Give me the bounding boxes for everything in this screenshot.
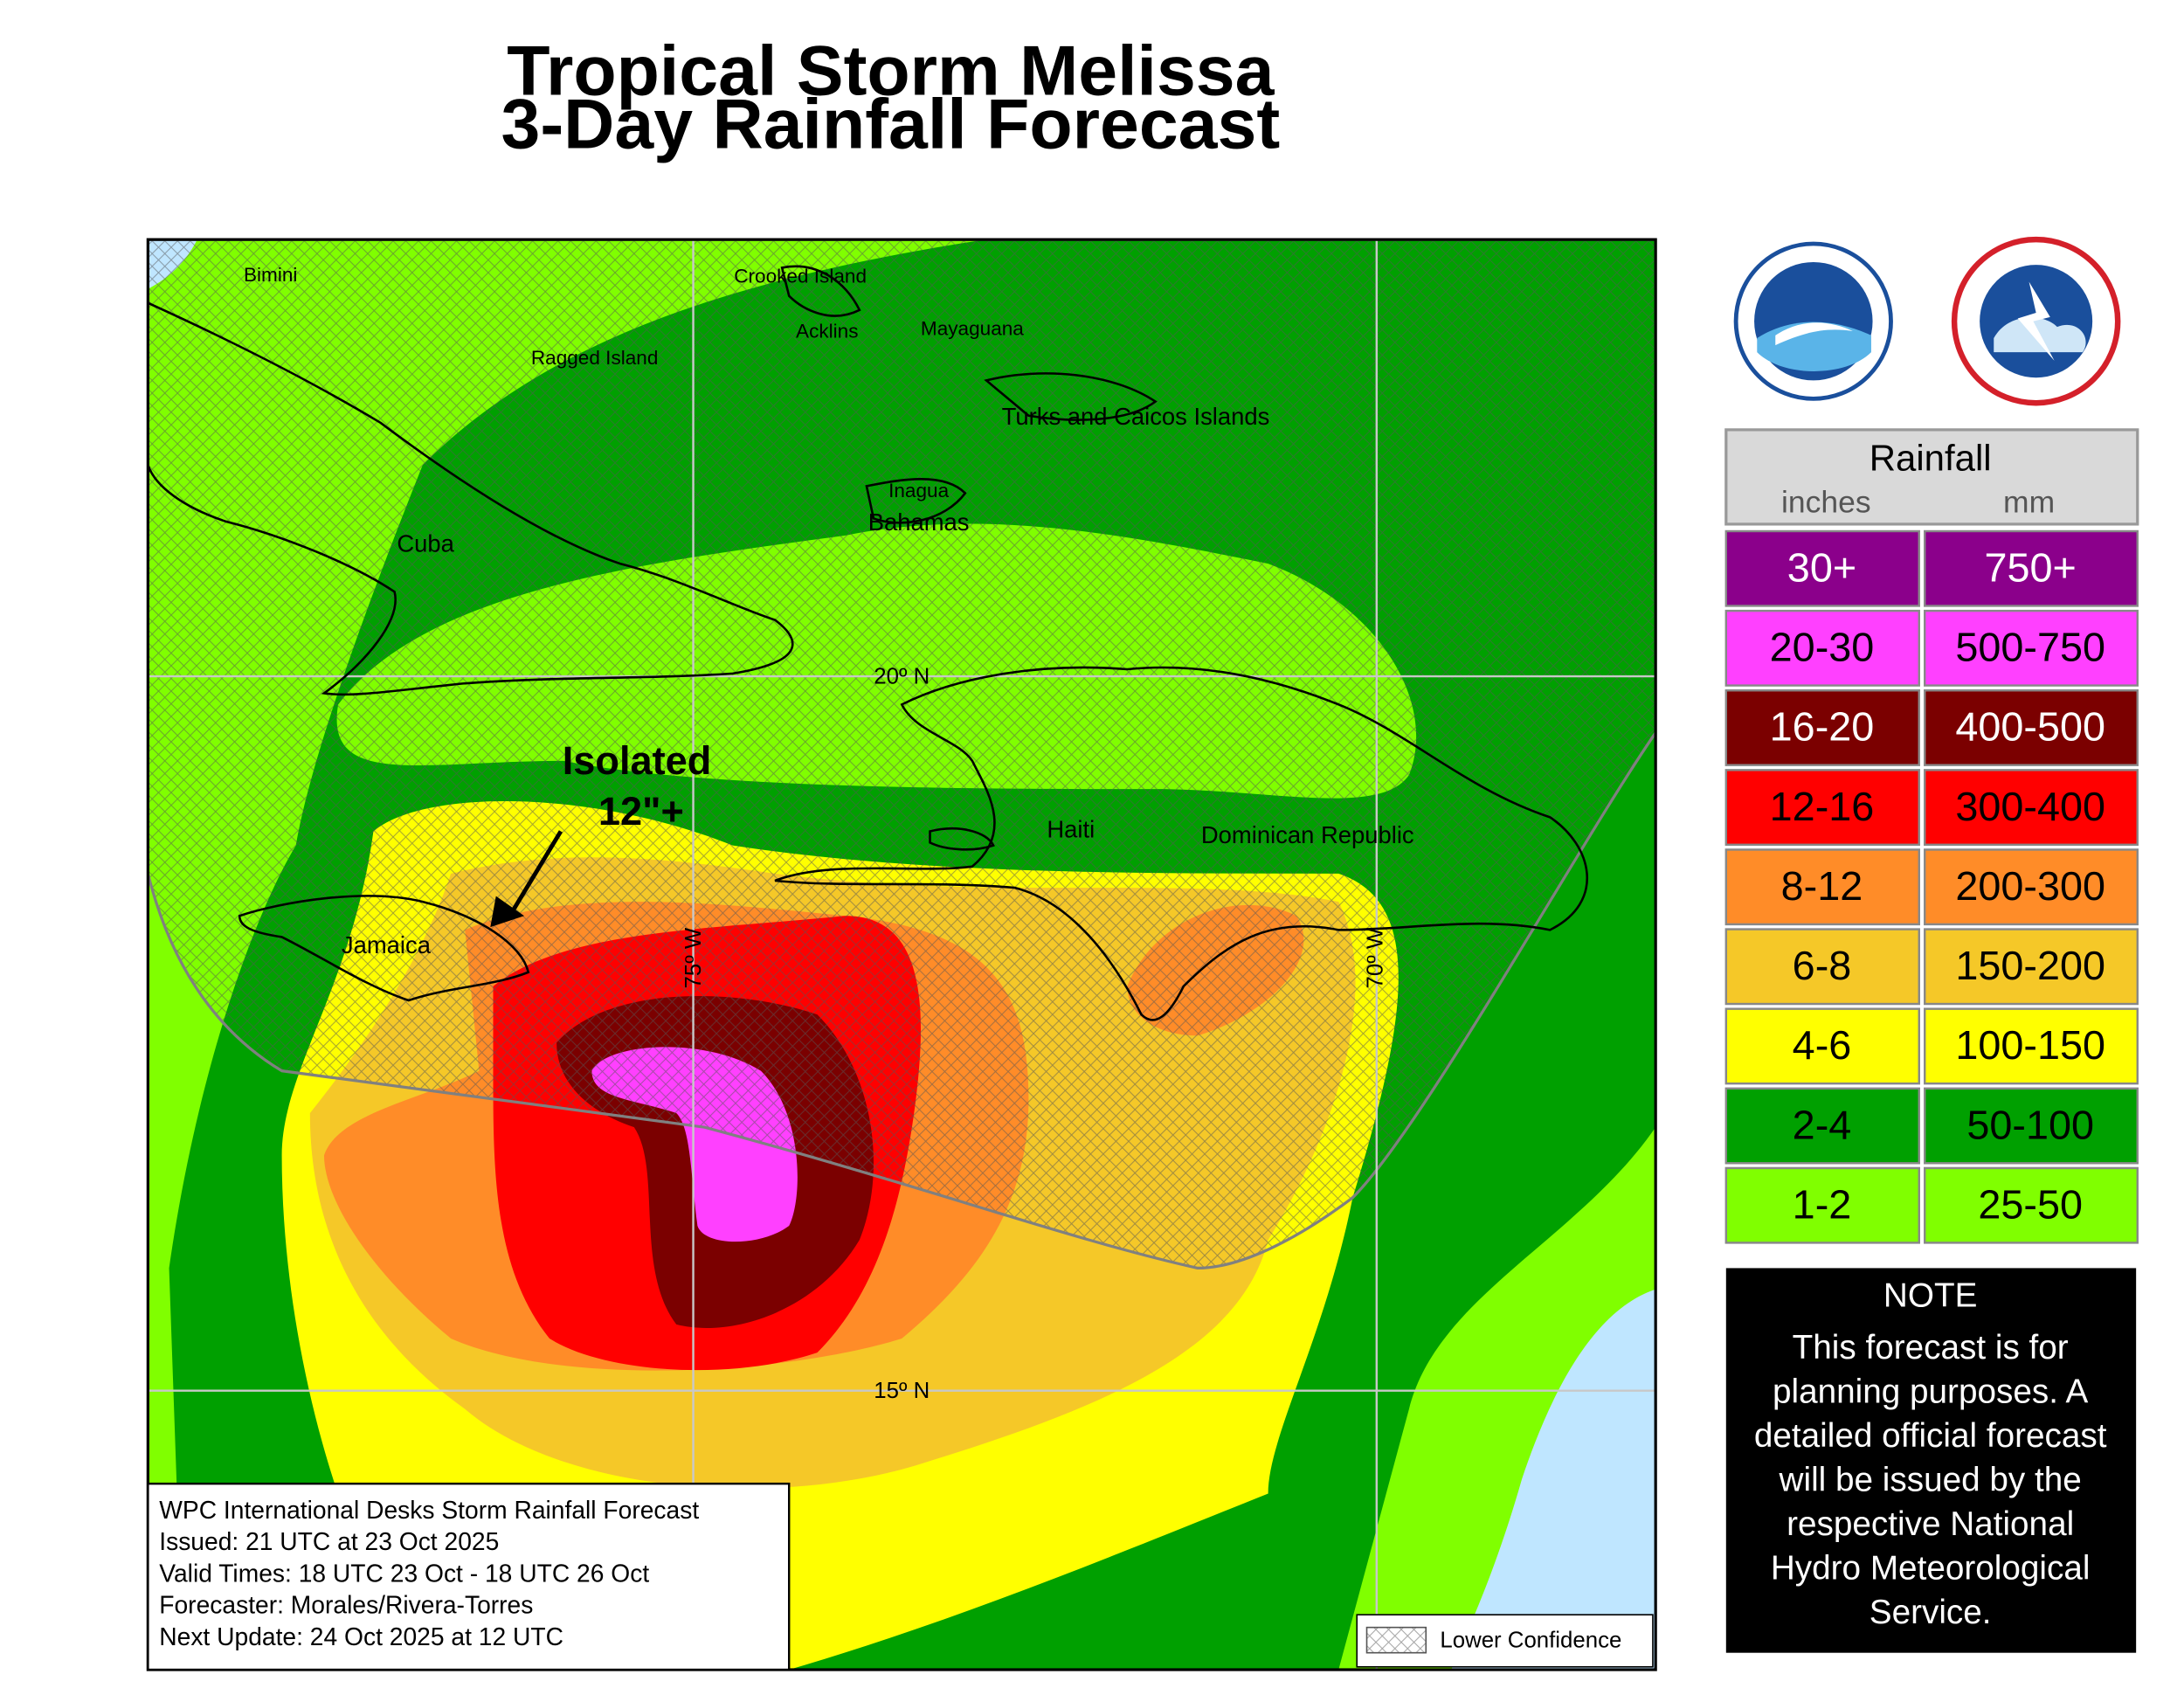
legend-inches: 30+ xyxy=(1787,544,1856,590)
note-line: will be issued by the xyxy=(1779,1462,2082,1499)
legend-inches: 1-2 xyxy=(1793,1181,1852,1227)
legend-inches: 2-4 xyxy=(1793,1102,1852,1147)
legend-mm: 25-50 xyxy=(1978,1181,2083,1227)
legend-swatch xyxy=(1724,609,1920,687)
note-line: Hydro Meteorological xyxy=(1771,1550,2091,1588)
legend-swatch xyxy=(1924,689,2139,766)
legend-swatch xyxy=(1724,848,1920,926)
note: NOTE This forecast is for planning purpose… xyxy=(1725,1268,2137,1653)
nws-logo xyxy=(1951,236,2121,406)
info-line: Valid Times: 18 UTC 23 Oct - 18 UTC 26 O… xyxy=(159,1559,649,1587)
legend-mm: 50-100 xyxy=(1966,1102,2094,1147)
info-line: Issued: 21 UTC at 23 Oct 2025 xyxy=(159,1527,499,1555)
grid-label: 20º N xyxy=(874,665,930,689)
place-label: Ragged Island xyxy=(531,347,659,369)
legend-inches: 4-6 xyxy=(1793,1022,1852,1068)
legend-swatch xyxy=(1724,1007,1920,1085)
annotation-arrow xyxy=(509,830,563,915)
place-label: Acklins xyxy=(796,321,858,342)
legend-mm: 300-400 xyxy=(1955,784,2105,829)
legend-inches: 6-8 xyxy=(1793,943,1852,988)
legend-mm: 400-500 xyxy=(1955,704,2105,750)
legend-mm: 100-150 xyxy=(1955,1022,2105,1068)
hatch-legend-label: Lower Confidence xyxy=(1440,1629,1621,1653)
legend-mm: 200-300 xyxy=(1955,863,2105,909)
legend-swatch xyxy=(1724,1087,1920,1165)
jamaica xyxy=(238,895,530,1002)
note-line: planning purposes. A xyxy=(1773,1373,2089,1411)
grid-label: 70º W xyxy=(1364,927,1388,988)
note-line: respective National xyxy=(1787,1505,2074,1543)
title: 3-Day Rainfall Forecast xyxy=(501,86,1280,164)
bahamas-island xyxy=(780,265,861,317)
legend-swatch xyxy=(1924,609,2139,687)
turks-caicos xyxy=(984,372,1158,421)
legend-swatch xyxy=(1724,1166,1920,1244)
legend-unit: inches xyxy=(1781,485,1871,520)
place-label: Turks and Caicos Islands xyxy=(1002,403,1270,430)
title: Tropical Storm Melissa xyxy=(507,31,1275,110)
hatch-swatch xyxy=(1365,1626,1427,1654)
place-label: Haiti xyxy=(1047,816,1095,843)
note-line: Service. xyxy=(1870,1594,1992,1631)
info-line: Next Update: 24 Oct 2025 at 12 UTC xyxy=(159,1622,563,1650)
note-title: NOTE xyxy=(1883,1277,1977,1315)
map: Bimini Crooked Island Acklins Mayaguana Ragg… xyxy=(148,239,1656,1671)
noaa-logo xyxy=(1733,241,1893,401)
place-label: Crooked Island xyxy=(734,266,867,287)
legend: Rainfall inches mm 30+ 750+ 20-30 500-750 16-20… xyxy=(1724,428,2139,1244)
note-line: This forecast is for xyxy=(1793,1329,2069,1366)
legend-mm: 150-200 xyxy=(1955,943,2105,988)
legend-inches: 8-12 xyxy=(1781,863,1863,909)
legend-inches: 16-20 xyxy=(1770,704,1875,750)
legend-swatch xyxy=(1724,689,1920,766)
coastlines xyxy=(148,265,1589,1021)
info-box: WPC International Desks Storm Rainfall F… xyxy=(147,1482,791,1671)
legend-swatch xyxy=(1724,529,1920,607)
legend-mm: 750+ xyxy=(1985,544,2077,590)
legend-header xyxy=(1724,428,2139,526)
legend-swatch xyxy=(1924,529,2139,607)
island xyxy=(929,827,995,851)
legend-swatch xyxy=(1924,1007,2139,1085)
ocean xyxy=(1451,1289,1656,1671)
note-box xyxy=(1725,1268,2137,1653)
legend-swatch xyxy=(1724,769,1920,847)
legend-swatch xyxy=(1924,769,2139,847)
legend-swatch xyxy=(1724,928,1920,1006)
legend-swatch xyxy=(1924,928,2139,1006)
grid-label: 15º N xyxy=(874,1379,930,1403)
legend-swatch xyxy=(1924,848,2139,926)
arrowhead xyxy=(490,896,524,928)
graticule xyxy=(148,239,1656,1671)
place-label: Jamaica xyxy=(342,931,432,958)
grid-label: 75º W xyxy=(681,927,706,988)
inagua xyxy=(865,478,967,524)
cuba xyxy=(148,301,794,696)
legend-mm: 500-750 xyxy=(1955,625,2105,670)
legend-inches: 20-30 xyxy=(1770,625,1875,670)
annotation: Isolated xyxy=(563,738,712,783)
info-line: Forecaster: Morales/Rivera-Torres xyxy=(159,1591,533,1619)
hispaniola xyxy=(774,666,1589,1021)
legend-swatch xyxy=(1924,1166,2139,1244)
place-label: Bahamas xyxy=(868,508,970,536)
legend-unit: mm xyxy=(2003,485,2055,520)
lower-confidence-area xyxy=(148,239,1656,1270)
place-label: Inagua xyxy=(888,480,949,502)
annotation: 12"+ xyxy=(598,789,684,834)
note-line: detailed official forecast xyxy=(1754,1417,2107,1455)
place-label: Dominican Republic xyxy=(1201,821,1414,848)
info-box-frame xyxy=(147,1482,791,1671)
place-label: Mayaguana xyxy=(921,317,1024,339)
legend-title: Rainfall xyxy=(1870,437,1992,478)
legend-inches: 12-16 xyxy=(1770,784,1875,829)
map-frame xyxy=(146,238,1657,1671)
place-label: Bimini xyxy=(244,264,297,286)
legend-swatch xyxy=(1924,1087,2139,1165)
info-line: WPC International Desks Storm Rainfall F… xyxy=(159,1496,699,1524)
place-label: Cuba xyxy=(397,529,454,557)
